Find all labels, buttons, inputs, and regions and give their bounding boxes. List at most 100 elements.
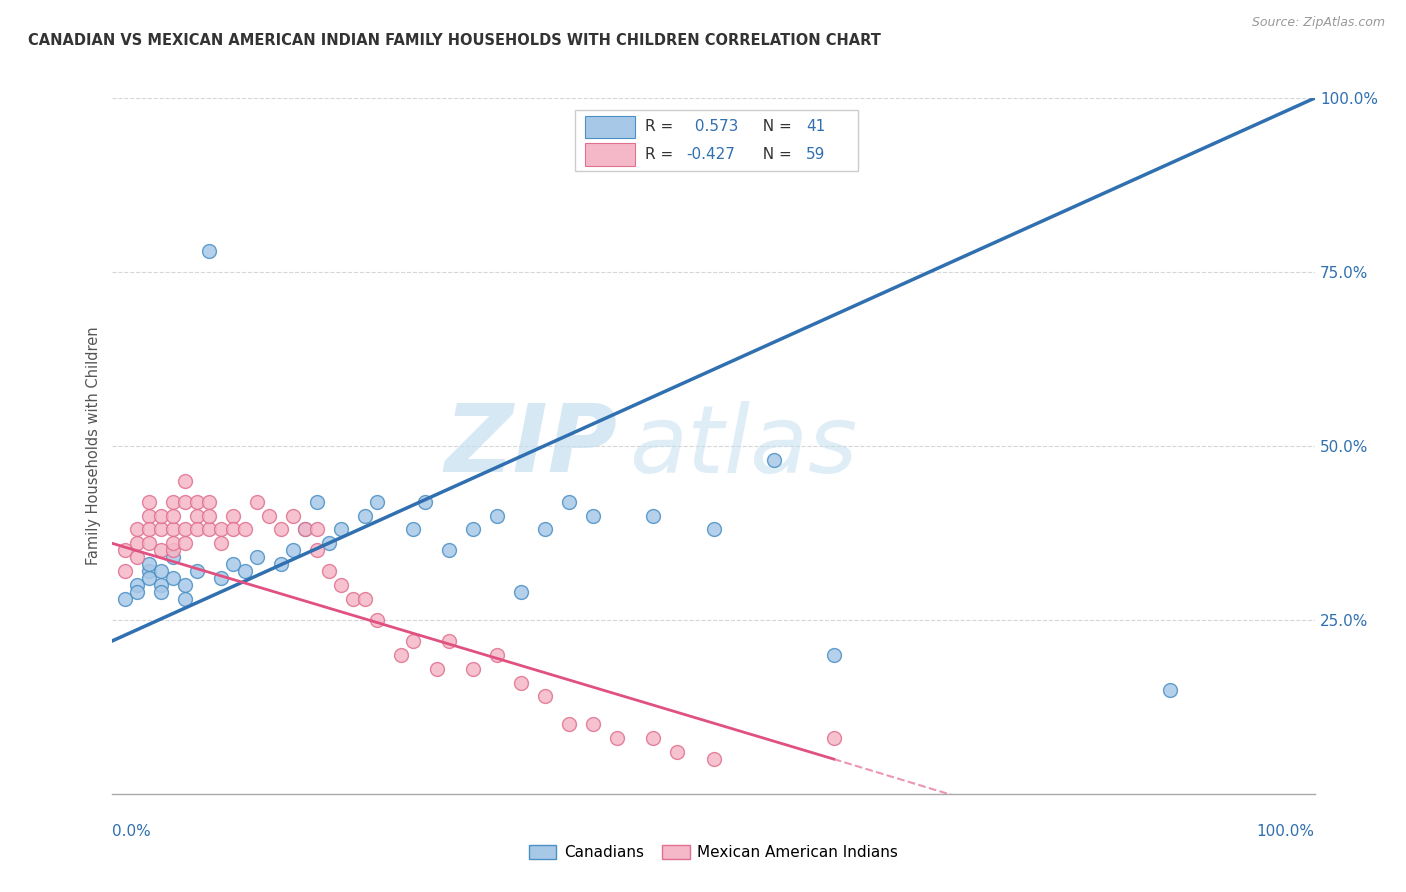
Text: R =: R = xyxy=(645,147,678,162)
Point xyxy=(149,578,172,592)
Text: 100.0%: 100.0% xyxy=(1257,824,1315,838)
Point xyxy=(558,494,581,508)
Text: CANADIAN VS MEXICAN AMERICAN INDIAN FAMILY HOUSEHOLDS WITH CHILDREN CORRELATION : CANADIAN VS MEXICAN AMERICAN INDIAN FAMI… xyxy=(28,33,882,47)
Point xyxy=(233,564,256,578)
Point xyxy=(461,662,484,676)
Point xyxy=(366,494,388,508)
Point xyxy=(222,508,245,523)
Point xyxy=(354,508,377,523)
Point xyxy=(125,523,148,537)
Point xyxy=(823,731,845,746)
Point xyxy=(762,453,785,467)
Point xyxy=(534,690,557,704)
Point xyxy=(173,578,195,592)
Text: N =: N = xyxy=(754,147,797,162)
Point xyxy=(702,752,725,766)
Point xyxy=(402,523,425,537)
Point xyxy=(162,494,184,508)
Text: 0.0%: 0.0% xyxy=(112,824,152,838)
Point xyxy=(125,536,148,550)
Point xyxy=(246,494,269,508)
Point xyxy=(125,550,148,565)
Text: Source: ZipAtlas.com: Source: ZipAtlas.com xyxy=(1251,16,1385,29)
Point xyxy=(582,717,605,731)
FancyBboxPatch shape xyxy=(585,115,636,137)
Point xyxy=(197,523,219,537)
Point xyxy=(197,508,219,523)
Point xyxy=(510,675,533,690)
Point xyxy=(138,523,160,537)
Point xyxy=(149,543,172,558)
Text: R =: R = xyxy=(645,120,678,134)
Point xyxy=(486,648,509,662)
Point xyxy=(354,592,377,607)
Point xyxy=(162,536,184,550)
Point xyxy=(162,523,184,537)
Point xyxy=(389,648,412,662)
Point xyxy=(162,550,184,565)
Text: atlas: atlas xyxy=(630,401,858,491)
Point xyxy=(197,494,219,508)
Point xyxy=(702,523,725,537)
Point xyxy=(486,508,509,523)
Point xyxy=(138,571,160,585)
Point xyxy=(138,508,160,523)
Point xyxy=(437,543,460,558)
Point xyxy=(329,578,352,592)
Point xyxy=(173,536,195,550)
Point xyxy=(173,474,195,488)
Point xyxy=(125,585,148,599)
Text: 0.573: 0.573 xyxy=(689,120,738,134)
Point xyxy=(138,558,160,572)
Point xyxy=(643,508,665,523)
Point xyxy=(149,564,172,578)
Point xyxy=(222,558,245,572)
Point xyxy=(437,633,460,648)
Point xyxy=(666,745,689,759)
Point xyxy=(305,523,328,537)
Point xyxy=(125,578,148,592)
Point xyxy=(186,564,208,578)
Point xyxy=(413,494,436,508)
Text: 59: 59 xyxy=(806,147,825,162)
Point xyxy=(1159,682,1181,697)
Y-axis label: Family Households with Children: Family Households with Children xyxy=(86,326,101,566)
Point xyxy=(197,244,219,259)
Point xyxy=(257,508,280,523)
Point xyxy=(186,494,208,508)
Point xyxy=(209,536,232,550)
Point xyxy=(318,564,340,578)
Point xyxy=(270,558,292,572)
Point xyxy=(461,523,484,537)
Point xyxy=(149,585,172,599)
Point xyxy=(138,564,160,578)
Text: -0.427: -0.427 xyxy=(686,147,735,162)
Point xyxy=(138,536,160,550)
Point xyxy=(222,523,245,537)
Text: ZIP: ZIP xyxy=(444,400,617,492)
Point xyxy=(318,536,340,550)
Point xyxy=(426,662,449,676)
Point xyxy=(342,592,364,607)
Point xyxy=(186,508,208,523)
Point xyxy=(162,571,184,585)
Point xyxy=(294,523,316,537)
Point xyxy=(558,717,581,731)
Point xyxy=(173,523,195,537)
Point xyxy=(305,494,328,508)
Point xyxy=(209,571,232,585)
Point xyxy=(305,543,328,558)
Point xyxy=(270,523,292,537)
Point xyxy=(149,523,172,537)
Point xyxy=(162,508,184,523)
Point xyxy=(138,494,160,508)
Point xyxy=(643,731,665,746)
Point xyxy=(246,550,269,565)
Point xyxy=(186,523,208,537)
Point xyxy=(582,508,605,523)
Point xyxy=(294,523,316,537)
Point xyxy=(606,731,628,746)
FancyBboxPatch shape xyxy=(575,110,858,171)
Point xyxy=(510,585,533,599)
Legend: Canadians, Mexican American Indians: Canadians, Mexican American Indians xyxy=(523,839,904,866)
